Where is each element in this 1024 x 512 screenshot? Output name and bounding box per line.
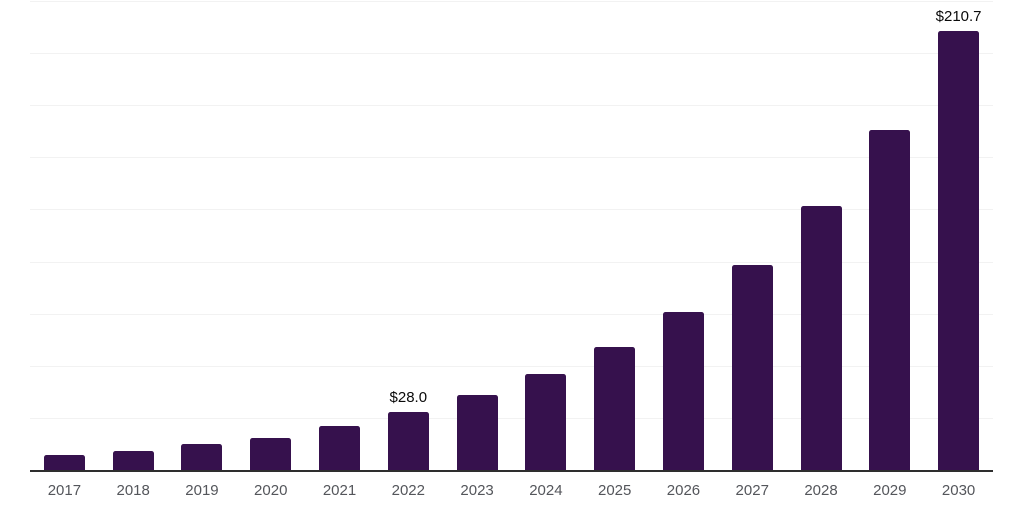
bar-2018 xyxy=(112,451,154,470)
gridline xyxy=(30,157,993,159)
x-tick-label-2028: 2028 xyxy=(804,482,838,499)
gridline xyxy=(30,105,993,107)
x-tick-label-2030: 2030 xyxy=(941,482,976,499)
x-tick-label-2021: 2021 xyxy=(322,482,357,499)
gridline xyxy=(30,417,993,419)
gridline xyxy=(30,53,993,55)
x-tick-label-2024: 2024 xyxy=(529,482,563,499)
gridline xyxy=(30,1,993,2)
gridline xyxy=(30,313,993,315)
bar-2020 xyxy=(250,438,292,470)
bar-2026 xyxy=(662,311,704,470)
bar-2017 xyxy=(43,455,85,470)
bar-2025 xyxy=(594,347,636,470)
gridline xyxy=(30,209,993,211)
gridline xyxy=(30,365,993,367)
x-tick-label-2017: 2017 xyxy=(47,482,82,499)
x-tick-label-2020: 2020 xyxy=(254,482,288,499)
x-tick-label-2029: 2029 xyxy=(873,482,907,499)
bar-2022 xyxy=(387,411,429,470)
data-label-2022: $28.0 xyxy=(389,388,428,406)
x-tick-label-2019: 2019 xyxy=(185,482,219,499)
x-tick-label-2025: 2025 xyxy=(597,482,632,499)
x-tick-label-2022: 2022 xyxy=(391,482,425,499)
bar-2030 xyxy=(938,30,980,470)
bar-2019 xyxy=(181,444,223,470)
bar-2023 xyxy=(456,395,498,470)
x-tick-label-2026: 2026 xyxy=(666,482,701,499)
x-tick-label-2027: 2027 xyxy=(735,482,769,499)
bar-2024 xyxy=(525,373,567,470)
bar-2027 xyxy=(731,265,773,470)
x-tick-label-2023: 2023 xyxy=(460,482,494,499)
data-label-2030: $210.7 xyxy=(935,7,982,25)
bar-2021 xyxy=(319,425,361,470)
x-tick-label-2018: 2018 xyxy=(116,482,150,499)
gridline xyxy=(30,261,993,263)
bar-2029 xyxy=(869,129,911,470)
x-axis-line xyxy=(30,470,993,472)
bar-2028 xyxy=(800,206,842,470)
